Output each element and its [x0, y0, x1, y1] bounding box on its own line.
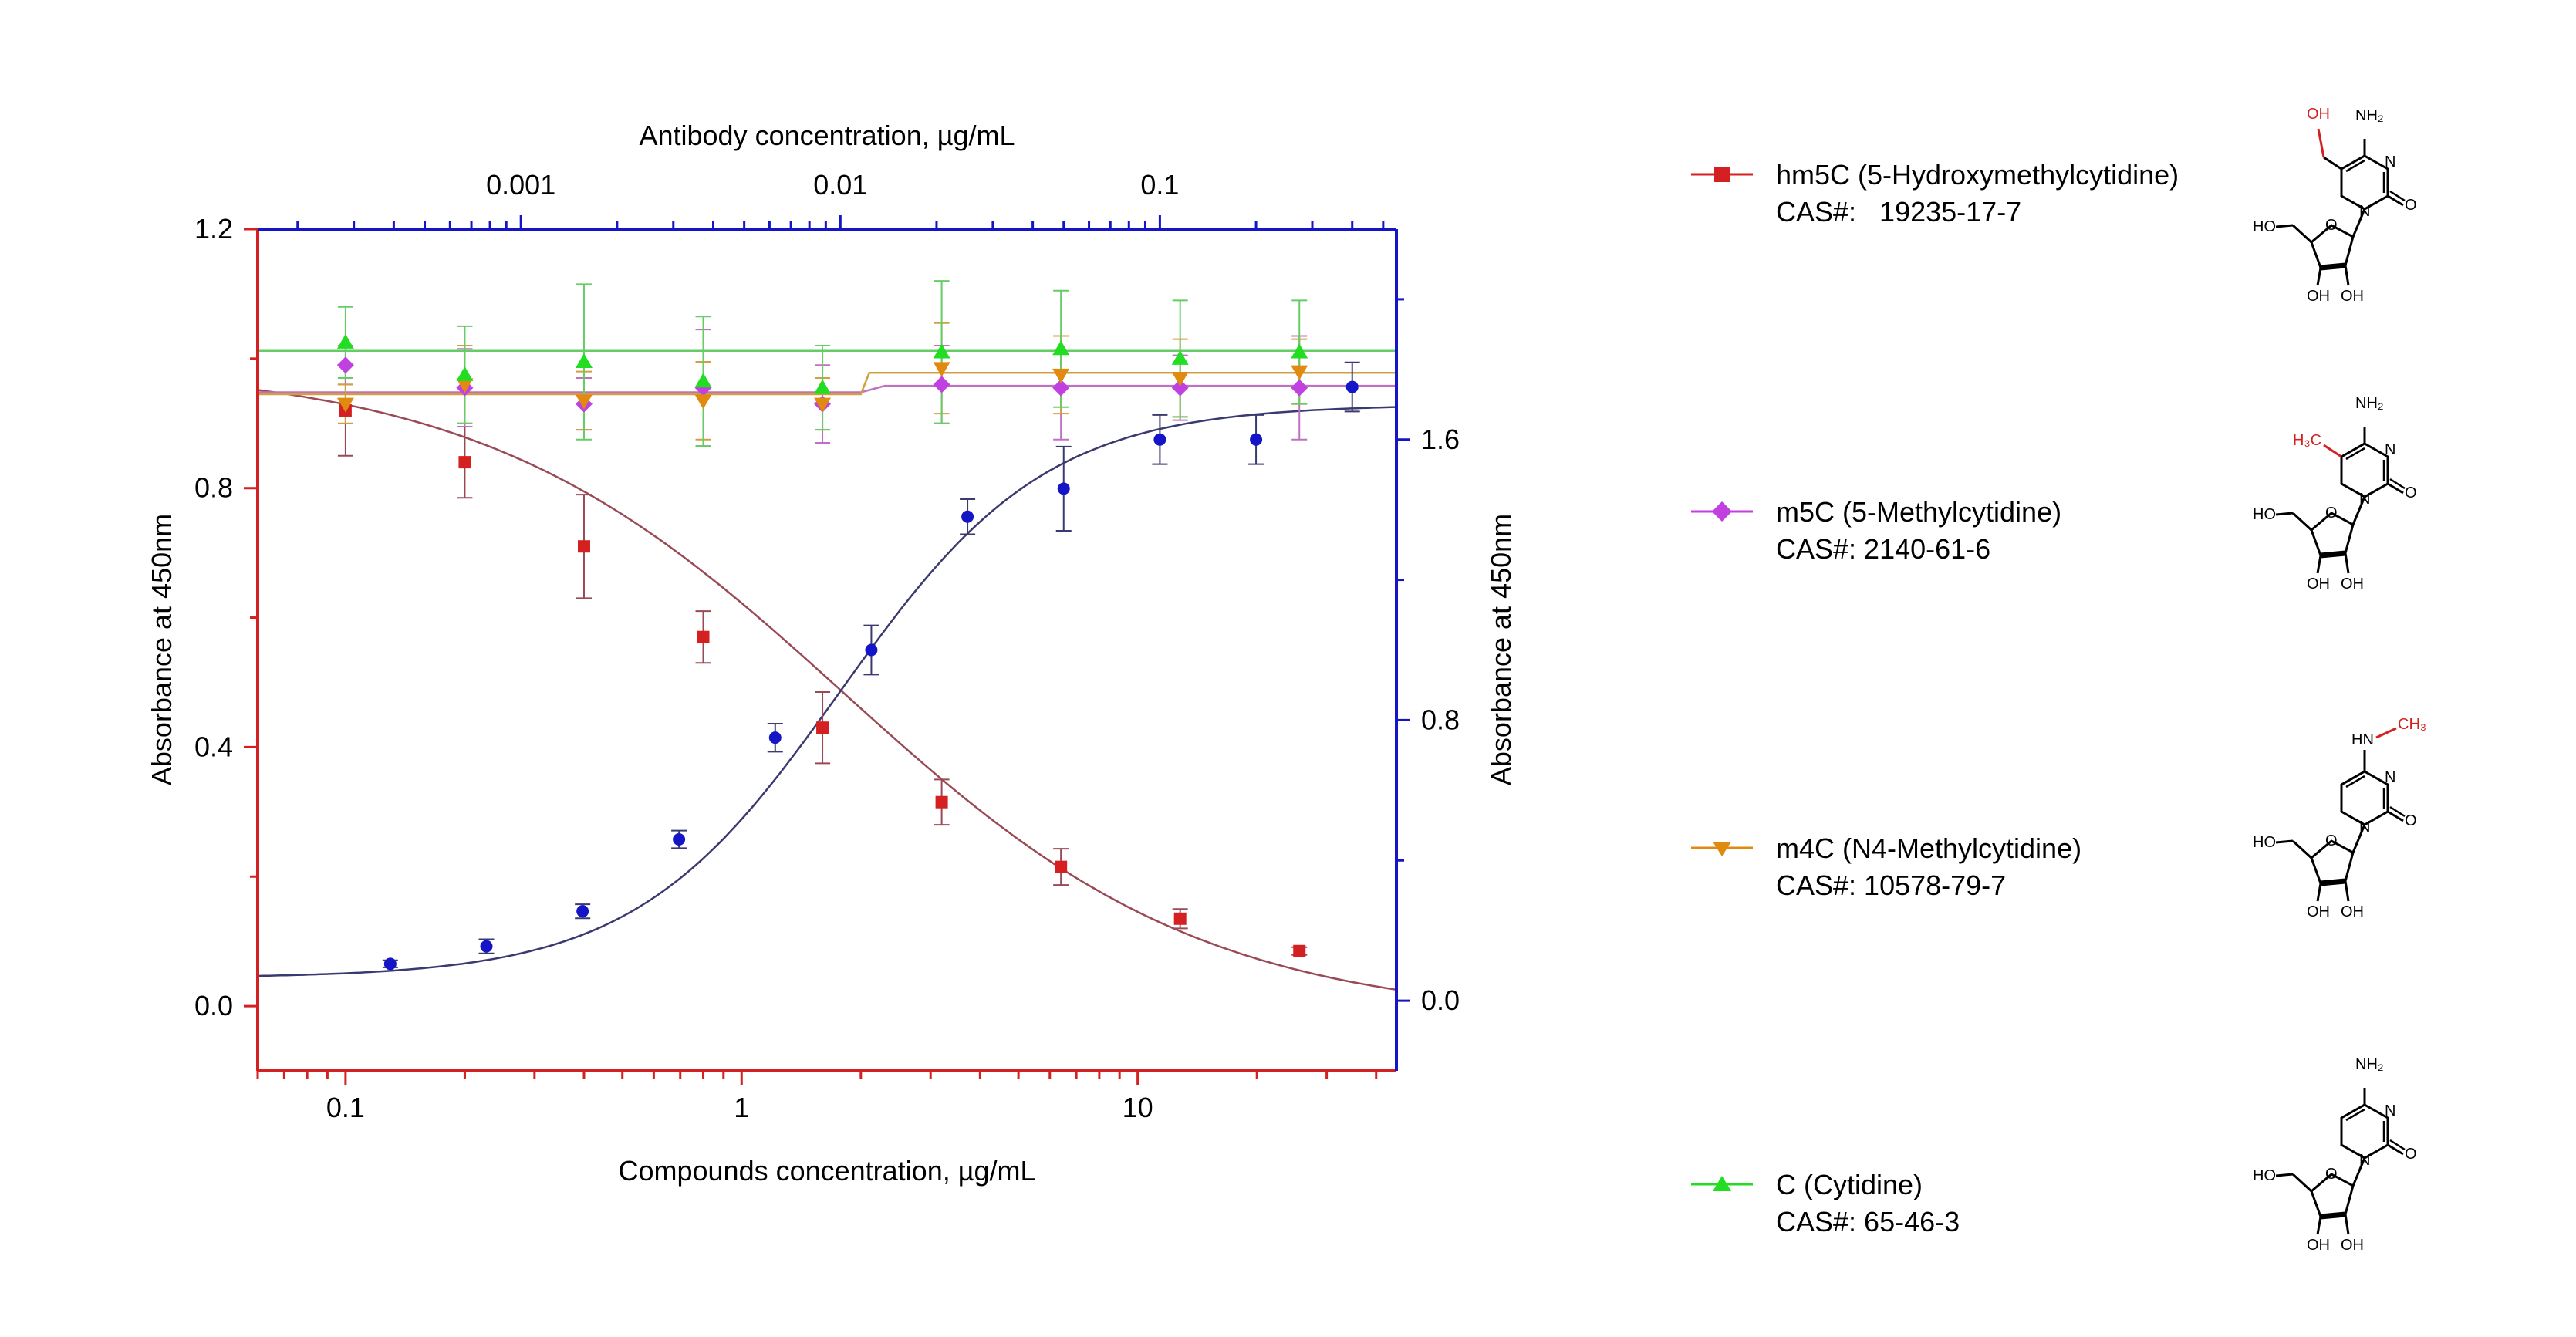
data-point-diamond	[1052, 379, 1070, 397]
data-point-square	[935, 795, 948, 809]
data-markers	[336, 333, 1359, 971]
svg-text:HN: HN	[2351, 731, 2374, 748]
legend-entry-m5c: m5C (5-Methylcytidine) CAS#: 2140-61-6	[1691, 496, 2061, 565]
data-point-square	[1293, 944, 1306, 957]
data-point-triangle-up	[933, 343, 950, 359]
legend-entry-m4c: m4C (N4-Methylcytidine) CAS#: 10578-79-7	[1691, 832, 2081, 901]
structure-m5c: NH₂ H₃C	[2253, 395, 2417, 593]
data-point-triangle-up	[814, 379, 832, 394]
data-point-triangle-down	[814, 397, 832, 413]
legend-cas-hm5c: CAS#: 19235-17-7	[1776, 196, 2021, 228]
data-point-diamond	[1171, 379, 1189, 397]
data-point-square	[697, 630, 710, 643]
x2-tick-label: 0.01	[813, 169, 867, 201]
legend-label-cytidine: C (Cytidine)	[1776, 1169, 1923, 1200]
data-point-circle	[865, 643, 878, 657]
plot-area: 0.1 1 100.001 0.01 0.10.00.40.81.20.00.81.6 …	[146, 120, 1517, 1187]
data-point-square	[577, 540, 590, 553]
fit-curve-1	[258, 384, 1396, 393]
y2-tick-label: 0.0	[1421, 984, 1460, 1016]
structure-m4c: HN CH₃	[2253, 716, 2426, 920]
y-tick-label: 0.8	[194, 472, 233, 504]
legend-cas-m4c: CAS#: 10578-79-7	[1776, 869, 2006, 901]
data-point-circle	[961, 510, 974, 523]
data-point-triangle-up	[575, 353, 593, 369]
fit-curve-4	[257, 406, 1397, 977]
svg-text:NH₂: NH₂	[2355, 1056, 2384, 1073]
data-point-square	[1055, 860, 1068, 873]
data-point-circle	[1250, 433, 1263, 446]
svg-text:NH₂: NH₂	[2355, 395, 2384, 412]
data-point-triangle-down	[933, 362, 950, 377]
structure-cytidine: NH₂	[2253, 1056, 2417, 1254]
data-point-diamond	[336, 356, 354, 374]
x2-tick-label: 0.1	[1140, 169, 1179, 201]
x-axis-title: Compounds concentration, µg/mL	[618, 1155, 1035, 1187]
fit-curves	[257, 349, 1397, 991]
legend-marker-triangle-up	[1713, 1176, 1731, 1191]
data-point-circle	[576, 905, 589, 918]
data-point-triangle-down	[1052, 368, 1070, 383]
legend-marker-triangle-down	[1713, 842, 1731, 856]
structure-hm5c: NH₂ OH	[2253, 106, 2417, 305]
data-point-square	[1173, 912, 1187, 925]
data-point-triangle-down	[575, 394, 593, 410]
legend-label-m5c: m5C (5-Methylcytidine)	[1776, 496, 2061, 528]
legend-entry-hm5c: hm5C (5-Hydroxymethylcytidine) CAS#: 192…	[1691, 159, 2179, 228]
y-tick-label: 1.2	[194, 213, 233, 245]
x-tick-label: 1	[734, 1092, 749, 1123]
legend: hm5C (5-Hydroxymethylcytidine) CAS#: 192…	[1691, 159, 2179, 1237]
data-point-triangle-down	[694, 394, 712, 410]
data-point-triangle-up	[1291, 343, 1308, 359]
fit-curve-2	[258, 372, 1396, 396]
legend-label-m4c: m4C (N4-Methylcytidine)	[1776, 832, 2081, 864]
legend-marker-diamond	[1712, 501, 1732, 522]
data-point-square	[816, 721, 829, 734]
data-point-circle	[1153, 433, 1166, 446]
svg-text:OH: OH	[2307, 106, 2330, 123]
data-point-triangle-up	[1052, 340, 1070, 356]
svg-text:NH₂: NH₂	[2355, 107, 2384, 124]
data-point-circle	[1345, 380, 1359, 393]
y2-tick-label: 0.8	[1421, 704, 1460, 735]
legend-marker-square	[1714, 167, 1730, 182]
x2-axis-title: Antibody concentration, µg/mL	[639, 120, 1015, 151]
x-tick-label: 0.1	[326, 1092, 365, 1123]
svg-text:CH₃: CH₃	[2398, 716, 2426, 733]
data-point-triangle-down	[1171, 372, 1189, 387]
axis-ticks: 0.1 1 10 0.001 0.01 0.1 0.0 0.4 0.8 1.2 0.0 0.8 1.6	[194, 169, 1460, 1123]
data-point-triangle-down	[336, 397, 354, 413]
data-point-circle	[383, 957, 397, 971]
fit-curve-0	[257, 389, 1397, 991]
data-point-triangle-down	[1291, 365, 1308, 380]
x-tick-label: 10	[1123, 1092, 1153, 1123]
x2-tick-label: 0.001	[486, 169, 555, 201]
data-point-triangle-up	[456, 366, 474, 381]
y2-axis-title: Absorbance at 450nm	[1485, 514, 1517, 785]
data-point-triangle-up	[694, 373, 712, 388]
data-point-square	[458, 456, 471, 469]
data-point-triangle-up	[336, 333, 354, 349]
legend-cas-m5c: CAS#: 2140-61-6	[1776, 533, 1990, 565]
legend-entry-cytidine: C (Cytidine) CAS#: 65-46-3	[1691, 1169, 1960, 1237]
y-axis-title: Absorbance at 450nm	[146, 514, 177, 785]
svg-text:H₃C: H₃C	[2293, 432, 2321, 449]
data-point-circle	[1057, 482, 1070, 495]
legend-cas-cytidine: CAS#: 65-46-3	[1776, 1206, 1960, 1237]
y-tick-label: 0.4	[194, 731, 233, 762]
data-point-circle	[480, 940, 493, 953]
data-point-triangle-down	[456, 378, 474, 393]
legend-label-hm5c: hm5C (5-Hydroxymethylcytidine)	[1776, 159, 2179, 191]
data-point-diamond	[1291, 379, 1308, 397]
data-point-circle	[768, 731, 782, 744]
data-point-circle	[673, 832, 686, 846]
y-tick-label: 0.0	[194, 990, 233, 1021]
data-point-triangle-up	[1171, 349, 1189, 365]
y2-tick-label: 1.6	[1421, 424, 1460, 455]
data-point-diamond	[933, 376, 950, 393]
